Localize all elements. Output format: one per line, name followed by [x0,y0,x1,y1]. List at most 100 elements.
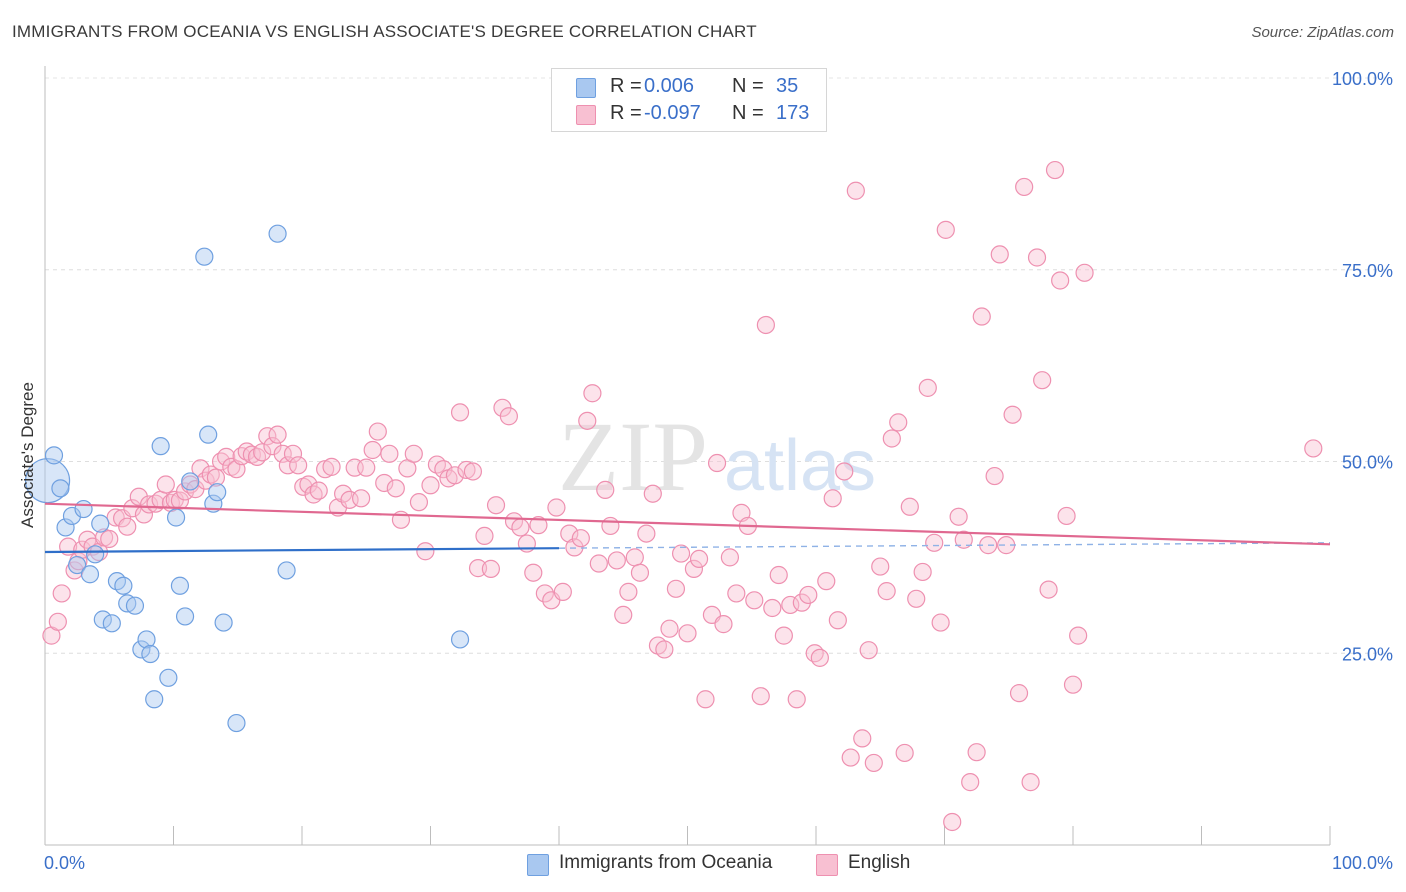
point-english [913,562,932,582]
point-english [943,812,962,832]
point-oceania [62,506,82,526]
point-english [299,475,318,494]
point-english [445,466,465,485]
point-english [619,582,638,601]
point-english [684,559,704,578]
point-english [434,460,453,479]
series-oceania-points [24,224,470,733]
point-english [1039,580,1058,599]
point-english [547,498,566,517]
point-english [907,589,926,608]
point-english [655,640,674,659]
point-english [990,245,1009,264]
point-english [601,516,620,536]
point-english [763,598,782,618]
point-english [553,582,572,601]
legend-r-label: R = [610,75,642,97]
trend-line-oceania-extension [558,542,1331,549]
point-oceania [277,561,296,580]
point-english [972,307,991,326]
point-oceania [137,630,156,649]
point-english [450,403,470,422]
point-english [925,533,944,552]
point-english [263,437,282,456]
point-oceania [125,596,145,615]
point-english [289,456,308,475]
legend-swatch-oceania [576,78,596,98]
point-english [961,773,980,792]
point-english [889,413,908,432]
point-english [309,481,328,500]
point-english [278,456,297,475]
point-english [666,579,686,598]
point-english [589,554,608,573]
point-oceania [166,508,186,527]
point-english [368,422,387,441]
point-english [895,743,914,763]
point-english [1051,271,1070,290]
point-english [707,453,727,473]
point-english [404,444,423,463]
legend-r-value: -0.097 [644,102,701,124]
point-english [660,619,679,638]
point-oceania [56,518,75,537]
point-english [689,549,709,569]
point-english [954,530,973,549]
point-english [871,557,890,576]
point-english [678,624,697,643]
point-oceania [51,479,70,498]
point-english [217,447,236,466]
point-english [630,563,650,582]
point-english [859,641,878,660]
point-english [931,613,950,632]
point-english [206,468,226,487]
point-english [457,460,476,480]
point-english [273,444,292,463]
x-tick-label-min: 0.0% [44,853,85,873]
point-english [100,529,119,549]
point-english [949,507,968,526]
legend-label-english: English [848,852,911,873]
point-oceania [450,630,470,649]
point-english [1075,263,1094,282]
point-english [363,440,382,460]
point-english [499,407,518,426]
point-english [1009,684,1029,703]
point-english [828,611,847,630]
point-english [781,595,800,615]
point-oceania [132,640,151,659]
point-english [696,690,715,709]
point-english [918,378,937,397]
point-english [864,753,883,773]
point-english [841,748,860,767]
point-oceania [102,614,121,633]
point-english [486,496,506,515]
point-english [578,411,597,430]
point-english [529,516,548,535]
point-english [643,484,662,503]
point-english [427,455,447,474]
point-english [524,563,543,582]
point-english [1045,160,1065,180]
point-english [352,489,371,508]
point-oceania [68,555,87,575]
point-english [774,626,793,645]
tick-labels: 25.0% 50.0% 75.0% 100.0% 0.0% 100.0% [44,69,1393,873]
trend-line-oceania [44,547,560,554]
point-english [375,473,394,493]
point-english [607,551,626,570]
point-oceania [74,499,93,519]
point-english [129,487,148,506]
point-english [787,690,806,709]
point-english [1304,439,1323,458]
point-oceania [268,224,287,243]
legend-r-label: R = [610,102,642,124]
point-english [468,559,488,578]
trend-line-english [44,502,1331,546]
point-english [625,548,644,567]
source-label: Source: ZipAtlas.com [1251,24,1394,41]
point-english [322,457,341,476]
legend-n-value: 35 [776,75,799,97]
point-english [900,497,919,516]
